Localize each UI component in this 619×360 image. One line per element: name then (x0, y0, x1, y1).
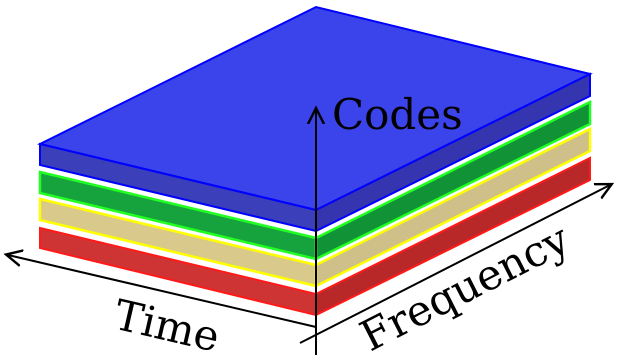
frequency-axis (299, 185, 610, 344)
time-axis (8, 255, 317, 328)
axes (8, 110, 610, 355)
codes-axis-label: Codes (332, 90, 463, 139)
